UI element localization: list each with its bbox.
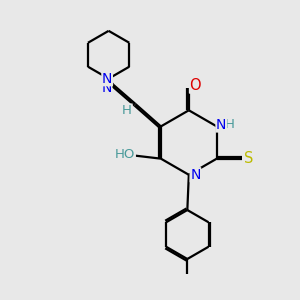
Text: N: N [190, 168, 201, 182]
Text: H: H [122, 104, 132, 117]
Text: N: N [101, 81, 112, 95]
Text: S: S [244, 151, 254, 166]
Text: N: N [216, 118, 226, 132]
Text: N: N [102, 72, 112, 86]
Text: HO: HO [115, 148, 135, 161]
Text: H: H [224, 118, 234, 131]
Text: O: O [190, 78, 201, 93]
